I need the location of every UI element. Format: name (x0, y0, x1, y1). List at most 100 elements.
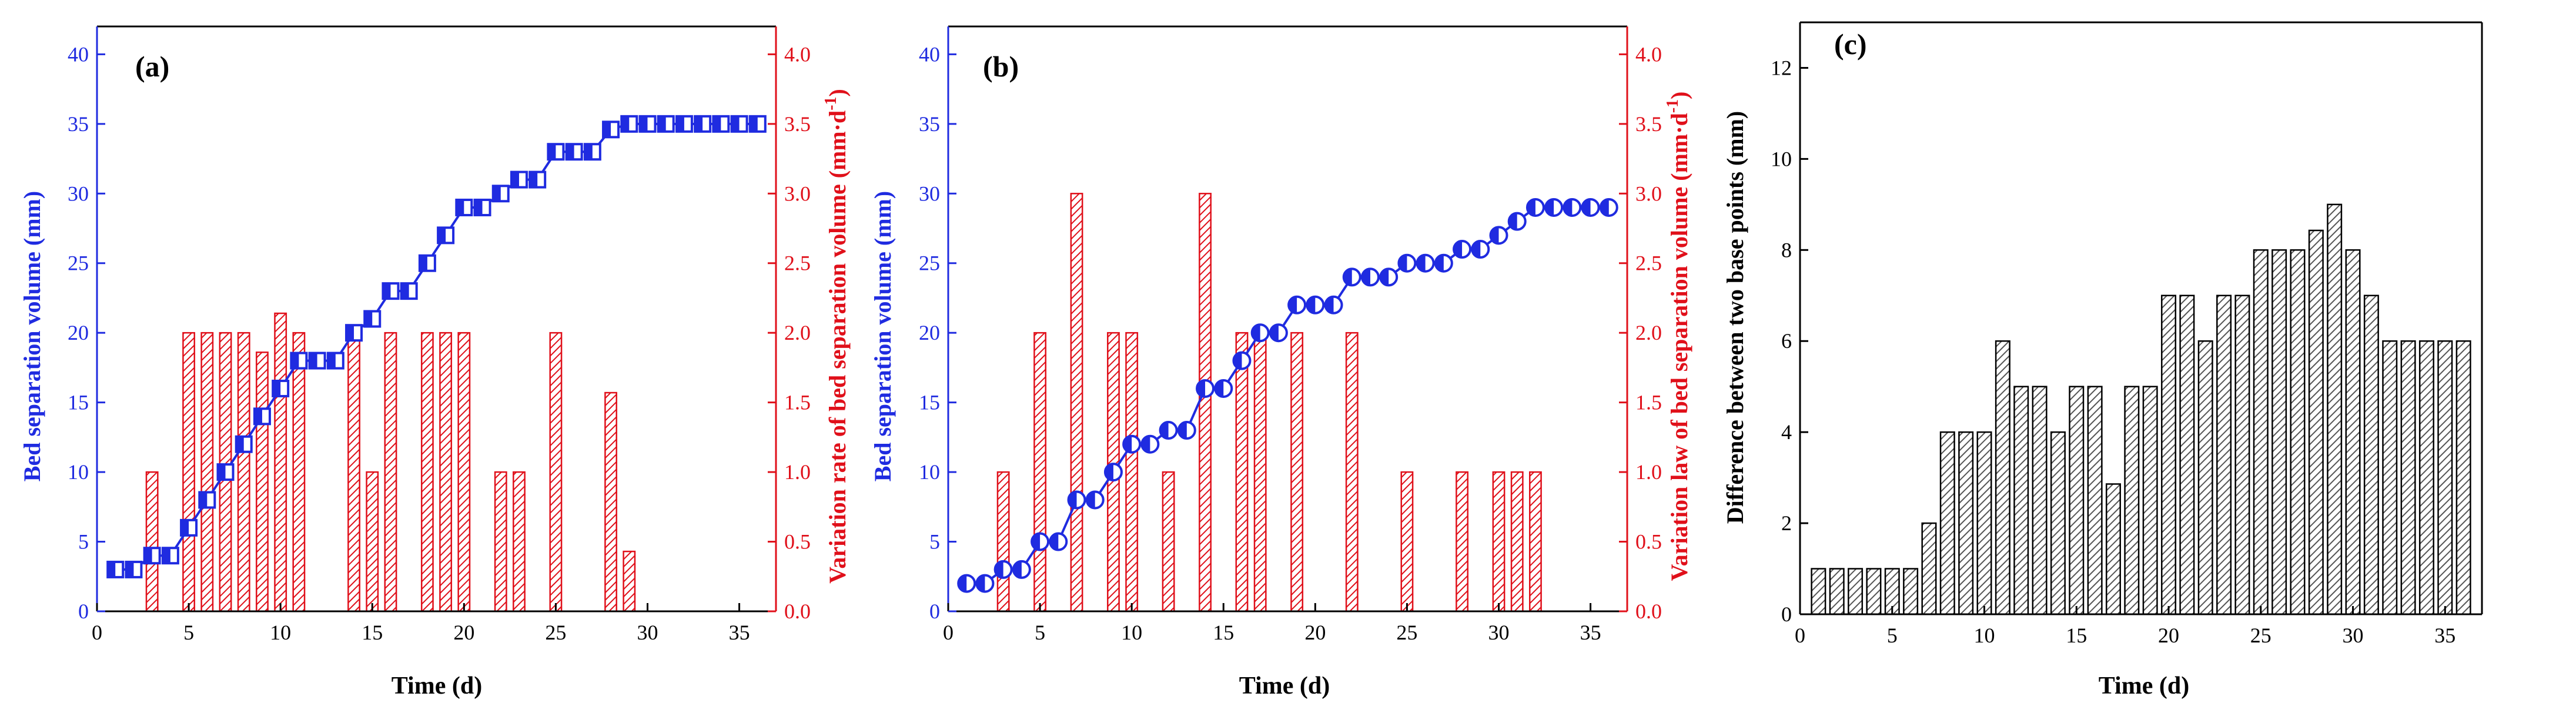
chart-c-bar (1903, 568, 1919, 615)
chart-b-y-tick-label-left: 10 (919, 460, 940, 484)
chart-b-y-tick-label-left: 35 (919, 112, 940, 136)
chart-c-bar (1921, 522, 1937, 615)
chart-b-point (1599, 198, 1618, 217)
chart-b-point (1177, 421, 1196, 440)
chart-b-point (993, 560, 1013, 579)
chart-c-bar (2400, 340, 2416, 615)
chart-b-point (1232, 351, 1252, 370)
chart-c-y-tick-label-left: 4 (1781, 420, 1792, 444)
chart-c-x-tick-label: 5 (1887, 624, 1898, 647)
chart-c-y-tick-label-left: 8 (1781, 238, 1792, 262)
chart-b-bar (1033, 332, 1047, 612)
chart-b-y-tick-label-right: 3.0 (1635, 182, 1662, 205)
chart-a-point (547, 143, 565, 161)
chart-b-point (1269, 323, 1288, 343)
chart-b-point (1122, 434, 1142, 454)
chart-c-y-tick-label-left: 6 (1781, 329, 1792, 353)
chart-a-y-tick-label-right: 0.5 (784, 530, 811, 554)
chart-a-x-tick-label: 10 (270, 621, 291, 644)
chart-a-x-tick-label: 15 (362, 621, 383, 644)
chart-b-bar (1510, 471, 1524, 612)
chart-c-ylabel: Difference between two base points (mm) (1722, 111, 1748, 524)
chart-a-y-tick-label-right: 2.0 (784, 321, 811, 344)
chart-a-point (216, 463, 235, 481)
chart-a-point (326, 352, 344, 370)
chart-a-panel-label: (a) (135, 50, 169, 83)
chart-a-point (345, 324, 363, 342)
chart-a-y-tick-label-right: 0.0 (784, 600, 811, 623)
chart-c-bar (1976, 431, 1992, 615)
chart-b-point (1397, 253, 1417, 273)
chart-b-bar (1199, 193, 1212, 612)
chart-b-x-tick-label: 15 (1213, 621, 1234, 644)
chart-a-point (400, 282, 418, 300)
chart-a-bar (366, 471, 379, 612)
chart-a-x-tick-label: 30 (637, 621, 658, 644)
chart-a-y-tick-label-right: 1.0 (784, 460, 811, 484)
chart-b-point (1140, 434, 1160, 454)
chart-b-y-tick-label-left: 15 (919, 391, 940, 414)
chart-c-x-tick-label: 25 (2250, 624, 2271, 647)
chart-b-bar (1253, 332, 1267, 612)
chart-a-y-tick-label-right: 2.5 (784, 252, 811, 275)
chart-b-y-tick-label-left: 40 (919, 42, 940, 66)
chart-a-point (565, 143, 583, 161)
chart-b-x-tick-label: 5 (1035, 621, 1045, 644)
chart-b-markers (957, 198, 1618, 593)
chart-b-point (1360, 267, 1380, 287)
chart-c-bar (2032, 386, 2048, 615)
chart-a-point (235, 435, 253, 453)
chart-a-x-tick-label: 35 (729, 621, 750, 644)
chart-b-point (1085, 490, 1105, 510)
chart-a-y-tick-label-right: 3.5 (784, 112, 811, 136)
chart-c-bar (1829, 568, 1845, 615)
chart-a-y-tick-label-left: 10 (68, 460, 89, 484)
chart-c-bar (2216, 294, 2232, 615)
chart-c-x-tick-label: 10 (1974, 624, 1995, 647)
chart-c-bar (2105, 483, 2121, 615)
chart-a-point (694, 115, 712, 133)
chart-b-y-tick-label-left: 0 (929, 600, 940, 623)
chart-a-y-tick-label-left: 30 (68, 182, 89, 205)
chart-a-bars (145, 312, 636, 612)
chart-b-x-tick-label: 25 (1396, 621, 1417, 644)
chart-a-bar (457, 332, 471, 612)
chart-b-point (975, 574, 995, 593)
chart-a-point (143, 547, 161, 565)
chart-b-y-tick-label-right: 4.0 (1635, 42, 1662, 66)
chart-b-point (1453, 240, 1472, 259)
chart-c-bar (2069, 386, 2085, 615)
chart-a-y-tick-label-left: 15 (68, 391, 89, 414)
chart-b-x-tick-label: 10 (1121, 621, 1142, 644)
chart-a-bar (513, 471, 526, 612)
chart-a-point (473, 198, 491, 216)
chart-b-x-tick-label: 30 (1488, 621, 1509, 644)
chart-a-point (180, 518, 198, 537)
chart-c-bar (2124, 386, 2140, 615)
chart-c-bar (2142, 386, 2158, 615)
chart-a-point (363, 310, 382, 328)
chart-a-xlabel: Time (d) (392, 672, 482, 699)
chart-a-x-tick-label: 25 (545, 621, 566, 644)
chart-a-point (253, 407, 271, 426)
chart-a-bar (200, 332, 214, 612)
chart-a-point (106, 560, 125, 578)
chart-a-y-tick-label-right: 4.0 (784, 42, 811, 66)
chart-b-bar (1070, 193, 1083, 612)
chart-c-bar (2363, 294, 2379, 615)
chart-b-bar (1162, 471, 1175, 612)
chart-c-y-tick-label-left: 10 (1771, 147, 1792, 170)
chart-a-bar (182, 332, 196, 612)
chart-b-y-tick-label-right: 0.5 (1635, 530, 1662, 554)
chart-a-point (675, 115, 693, 133)
chart-b-bar (1345, 332, 1359, 612)
chart-c-y-tick-label-left: 12 (1771, 56, 1792, 79)
chart-b-point (1416, 253, 1435, 273)
chart-b-y-tick-label-left: 30 (919, 182, 940, 205)
chart-a-x-tick-label: 5 (183, 621, 194, 644)
chart-c-bar (2013, 386, 2029, 615)
chart-b-point (1103, 463, 1123, 482)
chart-c-x-tick-label: 15 (2066, 624, 2087, 647)
chart-b-xlabel: Time (d) (1239, 672, 1330, 699)
chart-a-point (712, 115, 730, 133)
